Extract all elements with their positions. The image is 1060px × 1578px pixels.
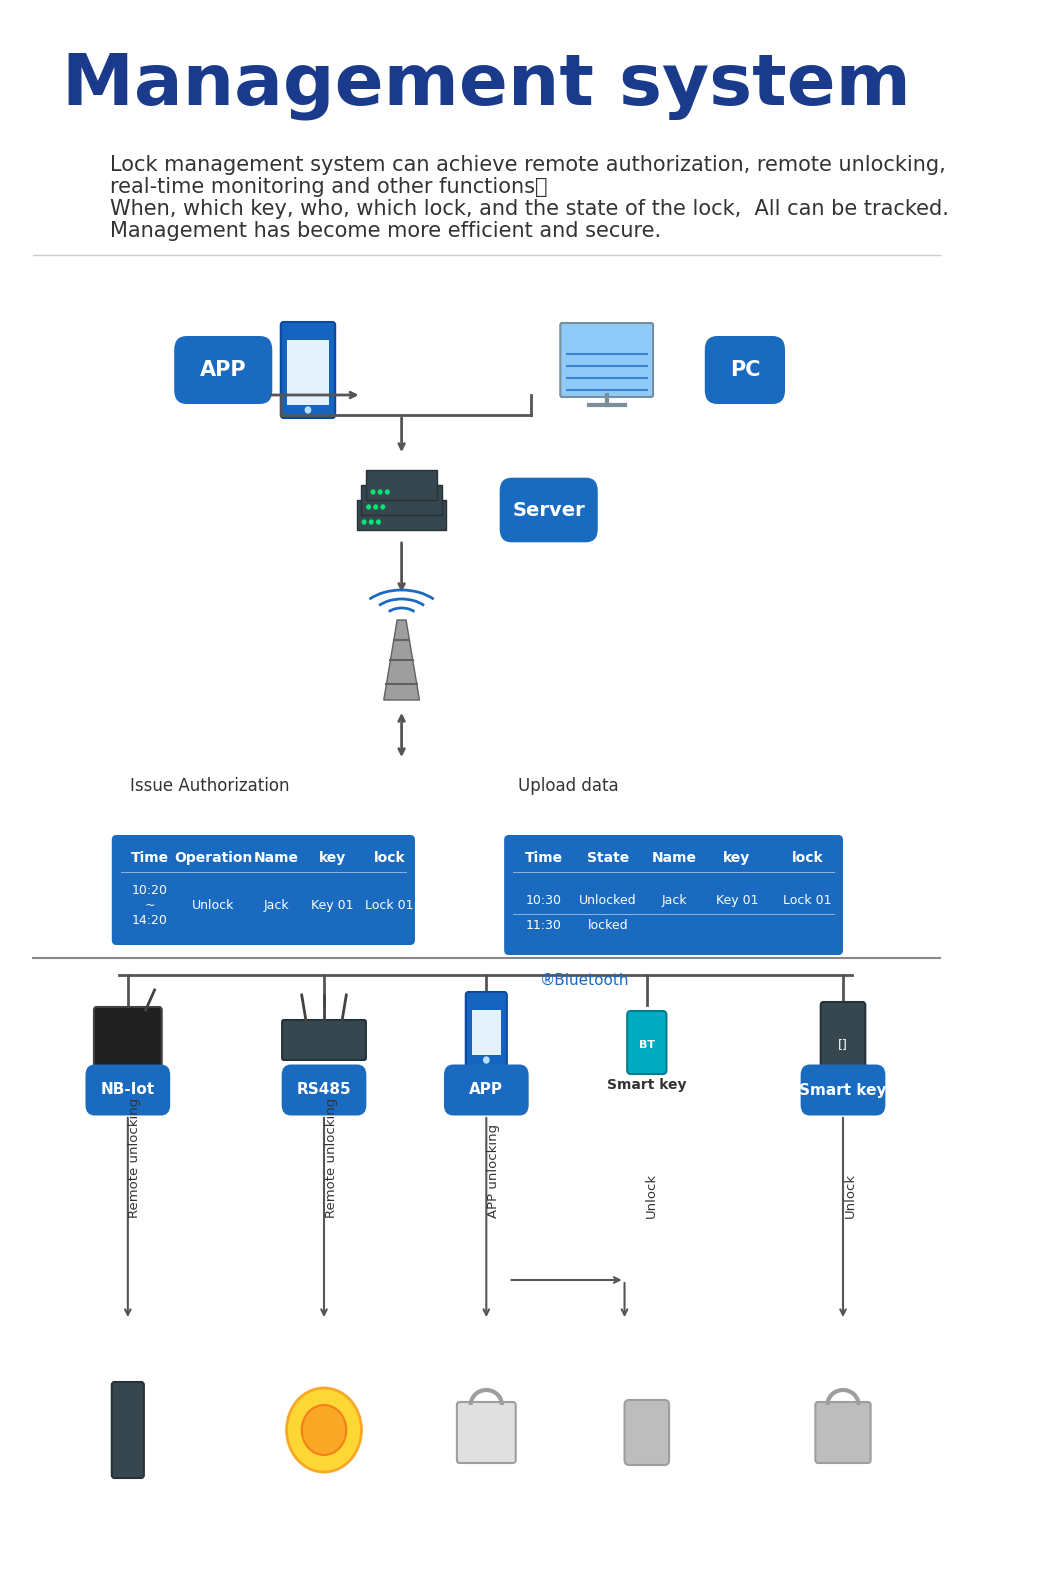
Polygon shape: [384, 620, 420, 701]
FancyBboxPatch shape: [800, 1065, 885, 1116]
Text: Jack: Jack: [264, 898, 289, 912]
Text: Key 01: Key 01: [716, 893, 758, 906]
Text: APP: APP: [470, 1083, 503, 1098]
Text: key: key: [319, 851, 346, 865]
Circle shape: [302, 1404, 347, 1455]
Text: Management has become more efficient and secure.: Management has become more efficient and…: [110, 221, 661, 241]
Circle shape: [371, 491, 375, 494]
Bar: [366, 470, 438, 500]
Bar: [472, 1010, 500, 1056]
Text: []: []: [838, 1038, 848, 1051]
Text: real-time monitoring and other functions。: real-time monitoring and other functions…: [110, 177, 548, 197]
FancyBboxPatch shape: [282, 1019, 366, 1060]
Text: Upload data: Upload data: [517, 776, 618, 795]
Text: Unlock: Unlock: [644, 1172, 658, 1218]
Text: NB-Iot: NB-Iot: [101, 1083, 155, 1098]
Text: lock: lock: [792, 851, 824, 865]
Text: Remote unlocking: Remote unlocking: [128, 1097, 141, 1218]
Bar: [357, 500, 446, 530]
FancyBboxPatch shape: [820, 1002, 865, 1083]
Bar: [287, 339, 329, 406]
Circle shape: [386, 491, 389, 494]
Bar: [361, 484, 442, 514]
Text: Smart key: Smart key: [607, 1078, 687, 1092]
FancyBboxPatch shape: [457, 1401, 516, 1463]
Text: When, which key, who, which lock, and the state of the lock,  All can be tracked: When, which key, who, which lock, and th…: [110, 199, 949, 219]
Text: Lock 01: Lock 01: [783, 893, 832, 906]
Text: APP: APP: [200, 360, 247, 380]
Text: Unlock: Unlock: [844, 1172, 856, 1218]
Text: lock: lock: [374, 851, 406, 865]
Circle shape: [367, 505, 370, 510]
Text: Lock management system can achieve remote authorization, remote unlocking,: Lock management system can achieve remot…: [110, 155, 946, 175]
FancyBboxPatch shape: [624, 1400, 669, 1464]
Text: key: key: [723, 851, 750, 865]
FancyBboxPatch shape: [282, 1065, 367, 1116]
Text: Name: Name: [652, 851, 696, 865]
Circle shape: [376, 521, 381, 524]
Text: ®Bluetooth: ®Bluetooth: [540, 972, 630, 988]
Text: Time: Time: [525, 851, 563, 865]
Text: 11:30: 11:30: [526, 918, 562, 931]
FancyBboxPatch shape: [111, 1382, 144, 1479]
Text: Key 01: Key 01: [311, 898, 354, 912]
Text: APP unlocking: APP unlocking: [487, 1124, 500, 1218]
Circle shape: [286, 1389, 361, 1472]
FancyBboxPatch shape: [628, 1011, 667, 1075]
Text: Time: Time: [130, 851, 169, 865]
FancyBboxPatch shape: [174, 336, 272, 404]
Text: Jack: Jack: [661, 893, 687, 906]
FancyBboxPatch shape: [505, 835, 843, 955]
Text: RS485: RS485: [297, 1083, 351, 1098]
FancyBboxPatch shape: [444, 1065, 529, 1116]
Circle shape: [382, 505, 385, 510]
Circle shape: [363, 521, 366, 524]
Text: Issue Authorization: Issue Authorization: [129, 776, 289, 795]
FancyBboxPatch shape: [465, 993, 507, 1068]
FancyBboxPatch shape: [705, 336, 785, 404]
Text: Remote unlocking: Remote unlocking: [324, 1097, 338, 1218]
Text: Server: Server: [512, 500, 585, 519]
Circle shape: [370, 521, 373, 524]
Text: Lock 01: Lock 01: [366, 898, 414, 912]
FancyBboxPatch shape: [86, 1065, 171, 1116]
FancyBboxPatch shape: [815, 1401, 870, 1463]
Circle shape: [483, 1057, 489, 1064]
Text: locked: locked: [588, 918, 629, 931]
Text: 10:20
~
14:20: 10:20 ~ 14:20: [131, 884, 167, 926]
Text: BT: BT: [639, 1040, 655, 1049]
Text: 10:30: 10:30: [526, 893, 562, 906]
FancyBboxPatch shape: [94, 1007, 162, 1073]
Text: Smart key: Smart key: [799, 1083, 887, 1098]
Text: State: State: [587, 851, 630, 865]
FancyBboxPatch shape: [499, 478, 598, 543]
FancyBboxPatch shape: [281, 322, 335, 418]
Text: PC: PC: [729, 360, 760, 380]
Text: Operation: Operation: [174, 851, 252, 865]
Circle shape: [305, 407, 311, 413]
Text: Unlocked: Unlocked: [580, 893, 637, 906]
Text: Name: Name: [254, 851, 299, 865]
Text: Unlock: Unlock: [192, 898, 234, 912]
Text: Management system: Management system: [61, 50, 911, 120]
FancyBboxPatch shape: [561, 323, 653, 398]
Circle shape: [374, 505, 377, 510]
FancyBboxPatch shape: [111, 835, 414, 945]
Circle shape: [378, 491, 382, 494]
